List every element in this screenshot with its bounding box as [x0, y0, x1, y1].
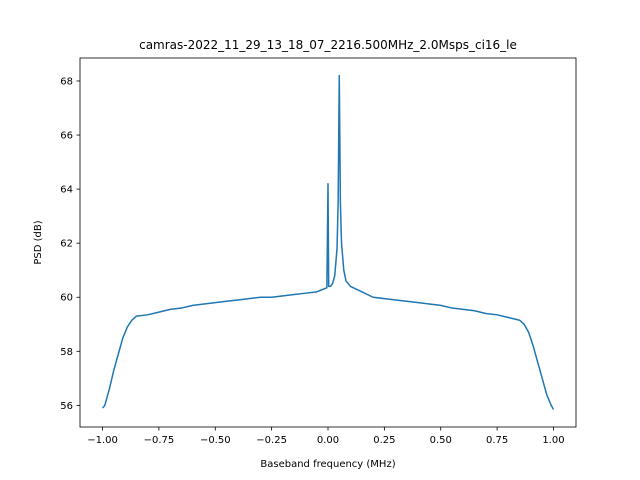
x-tick-label: −0.75: [144, 435, 175, 446]
x-tick-label: 1.00: [542, 435, 564, 446]
y-tick-label: 56: [60, 401, 73, 412]
x-tick-label: 0.75: [486, 435, 508, 446]
y-tick-label: 62: [60, 239, 73, 250]
y-tick-label: 66: [60, 131, 73, 142]
chart-title: camras-2022_11_29_13_18_07_2216.500MHz_2…: [139, 38, 517, 52]
y-axis-label: PSD (dB): [33, 220, 44, 264]
x-tick-label: 0.50: [430, 435, 452, 446]
x-tick-label: −1.00: [87, 435, 118, 446]
y-tick-label: 68: [60, 76, 73, 87]
y-tick-label: 64: [60, 185, 73, 196]
y-tick-label: 60: [60, 293, 73, 304]
x-tick-label: −0.50: [200, 435, 231, 446]
x-axis-label: Baseband frequency (MHz): [260, 459, 395, 470]
y-tick-label: 58: [60, 347, 73, 358]
data-line: [101, 74, 555, 410]
x-tick-label: −0.25: [256, 435, 287, 446]
x-tick-label: 0.25: [373, 435, 395, 446]
x-tick-label: 0.00: [317, 435, 339, 446]
